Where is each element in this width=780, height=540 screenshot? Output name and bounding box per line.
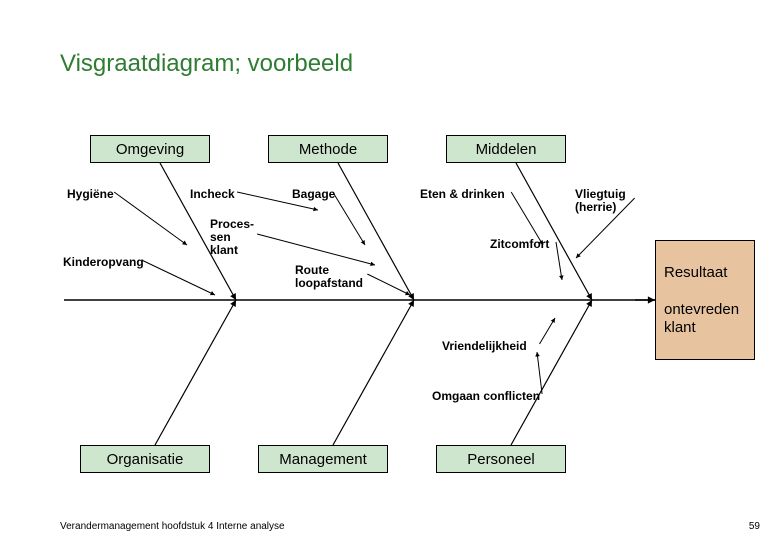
category-middelen: Middelen [446, 135, 566, 163]
result-box: Resultaat ontevreden klant [655, 240, 755, 360]
result-label-2: ontevreden klant [664, 301, 746, 336]
cause-label: Bagage [292, 188, 335, 201]
cause-label: Eten & drinken [420, 188, 505, 201]
cause-label: Omgaan conflicten [432, 390, 540, 403]
cause-label: Routeloopafstand [295, 264, 363, 290]
cause-label: Vliegtuig(herrie) [575, 188, 626, 214]
cause-label: Kinderopvang [63, 256, 144, 269]
cause-label: Zitcomfort [490, 238, 549, 251]
page-number: 59 [749, 521, 760, 532]
cause-label: Proces-senklant [210, 218, 254, 258]
footer-text: Verandermanagement hoofdstuk 4 Interne a… [60, 521, 285, 532]
cause-label: Vriendelijkheid [442, 340, 527, 353]
category-organisatie: Organisatie [80, 445, 210, 473]
result-label-1: Resultaat [664, 264, 746, 281]
category-methode: Methode [268, 135, 388, 163]
category-omgeving: Omgeving [90, 135, 210, 163]
category-management: Management [258, 445, 388, 473]
category-personeel: Personeel [436, 445, 566, 473]
cause-label: Incheck [190, 188, 235, 201]
cause-label: Hygiëne [67, 188, 114, 201]
